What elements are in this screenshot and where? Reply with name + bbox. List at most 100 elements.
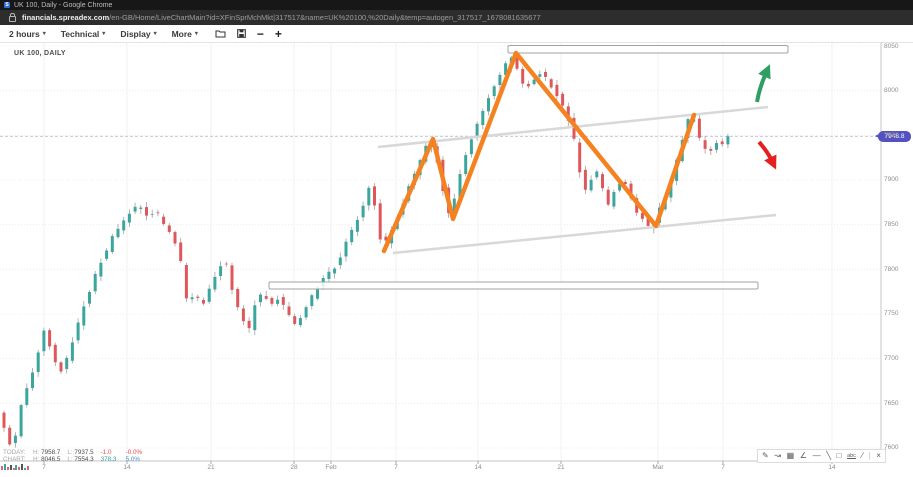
candle <box>384 232 388 243</box>
resistance-zone-rect[interactable] <box>507 45 789 54</box>
mini-histogram-bar <box>7 467 9 470</box>
x-axis-label: 7 <box>721 463 725 471</box>
candle <box>53 342 57 367</box>
candle <box>76 318 80 344</box>
x-axis-label: 7 <box>394 463 398 471</box>
separator: | <box>868 451 871 460</box>
text-tool-icon[interactable]: abc <box>847 453 856 459</box>
candle <box>99 258 103 281</box>
technical-menu[interactable]: Technical <box>61 29 106 39</box>
chart-high: 8046.5 <box>41 456 61 463</box>
candle <box>487 94 490 116</box>
line-tool-icon[interactable]: ∕ <box>861 451 863 460</box>
chart-stats-row: CHART: H: 8046.5 L: 7554.3 378.3 5.0% <box>3 456 140 463</box>
candle <box>13 432 17 448</box>
url-path: /en-GB/Home/LiveChartMain?id=XFinSprMchM… <box>109 13 541 22</box>
timeframe-dropdown[interactable]: 2 hours <box>9 29 46 39</box>
spreadex-favicon-icon: S <box>4 2 10 8</box>
chart-label: CHART: <box>3 456 26 463</box>
x-axis-label: 21 <box>207 463 215 471</box>
candle <box>601 171 604 192</box>
candle <box>464 151 468 177</box>
zoom-out-button[interactable]: − <box>256 26 264 41</box>
candle <box>8 424 12 447</box>
candle <box>133 202 137 214</box>
fibonacci-tool-icon[interactable]: ▦ <box>786 451 795 460</box>
price-chart[interactable] <box>0 43 913 477</box>
display-menu[interactable]: Display <box>120 29 156 39</box>
candle <box>521 66 525 88</box>
save-icon[interactable] <box>237 29 246 38</box>
candle <box>304 305 308 321</box>
angle-tool-icon[interactable]: ∠ <box>799 451 807 460</box>
horizontal-line-tool-icon[interactable]: — <box>812 451 821 460</box>
candle <box>213 271 217 293</box>
x-axis-label: 14 <box>828 463 836 471</box>
candle <box>190 293 194 304</box>
more-menu[interactable]: More <box>172 29 198 39</box>
candle <box>247 317 251 333</box>
trendline-tool-icon[interactable]: ╲ <box>826 451 832 460</box>
candle <box>583 165 587 194</box>
zigzag-drawing[interactable] <box>381 50 697 254</box>
y-axis-label: 7950 <box>884 131 899 139</box>
zoom-in-button[interactable]: + <box>274 26 282 41</box>
y-axis-label: 8000 <box>884 87 899 95</box>
candle <box>82 301 86 330</box>
mini-histogram-bar <box>24 468 26 470</box>
candle <box>145 202 148 221</box>
window-title: UK 100, Daily - Google Chrome <box>14 1 113 9</box>
candle <box>310 293 314 310</box>
x-axis-label: 28 <box>290 463 298 471</box>
candle <box>373 183 376 210</box>
candle <box>350 226 354 246</box>
browser-address-bar[interactable]: financials.spreadex.com/en-GB/Home/LiveC… <box>0 10 913 25</box>
rectangle-tool-icon[interactable]: □ <box>836 451 842 460</box>
support-zone-rect[interactable] <box>268 281 759 290</box>
y-axis-label: 7750 <box>884 310 899 318</box>
freehand-tool-icon[interactable]: ↝ <box>774 451 782 460</box>
close-toolbar-icon[interactable]: × <box>876 451 881 460</box>
candle <box>361 201 365 222</box>
candle <box>202 297 205 306</box>
candle <box>241 305 245 326</box>
candle <box>595 169 599 180</box>
mini-histogram-bar <box>1 466 3 470</box>
pointer-tool-icon[interactable]: ✎ <box>762 451 769 460</box>
open-folder-icon[interactable] <box>215 29 226 38</box>
y-axis-label: 7900 <box>884 176 899 184</box>
mini-histogram-bar <box>10 465 12 470</box>
candle <box>184 262 188 303</box>
candle <box>606 186 610 207</box>
candle <box>378 199 382 244</box>
chart-change-pct: 5.0% <box>125 456 140 463</box>
candle <box>167 222 171 234</box>
candle <box>298 314 302 328</box>
candle <box>498 72 502 91</box>
candle <box>110 233 114 255</box>
y-axis-label: 7700 <box>884 355 899 363</box>
candle <box>122 217 126 234</box>
candle <box>264 290 268 301</box>
mini-histogram-bar <box>27 466 29 470</box>
trend-channel-lower-line[interactable] <box>392 213 777 255</box>
candle <box>367 185 371 211</box>
chart-change: 378.3 <box>100 456 117 463</box>
chart-toolbar: 2 hours Technical Display More − + <box>0 25 913 43</box>
candle <box>612 189 616 210</box>
url-text[interactable]: financials.spreadex.com/en-GB/Home/LiveC… <box>22 13 541 22</box>
down-arrow-annotation[interactable] <box>757 140 777 170</box>
candle <box>173 230 177 247</box>
candle <box>555 79 559 101</box>
candle <box>276 295 280 307</box>
candle <box>259 292 262 307</box>
candle <box>469 136 473 158</box>
candle <box>156 209 160 217</box>
candle <box>70 337 74 364</box>
candle <box>270 296 274 307</box>
mini-histogram-bar <box>21 464 23 470</box>
lock-icon <box>9 12 16 22</box>
candle <box>224 261 228 268</box>
up-arrow-annotation[interactable] <box>755 64 771 103</box>
window-titlebar: S UK 100, Daily - Google Chrome <box>0 0 913 10</box>
